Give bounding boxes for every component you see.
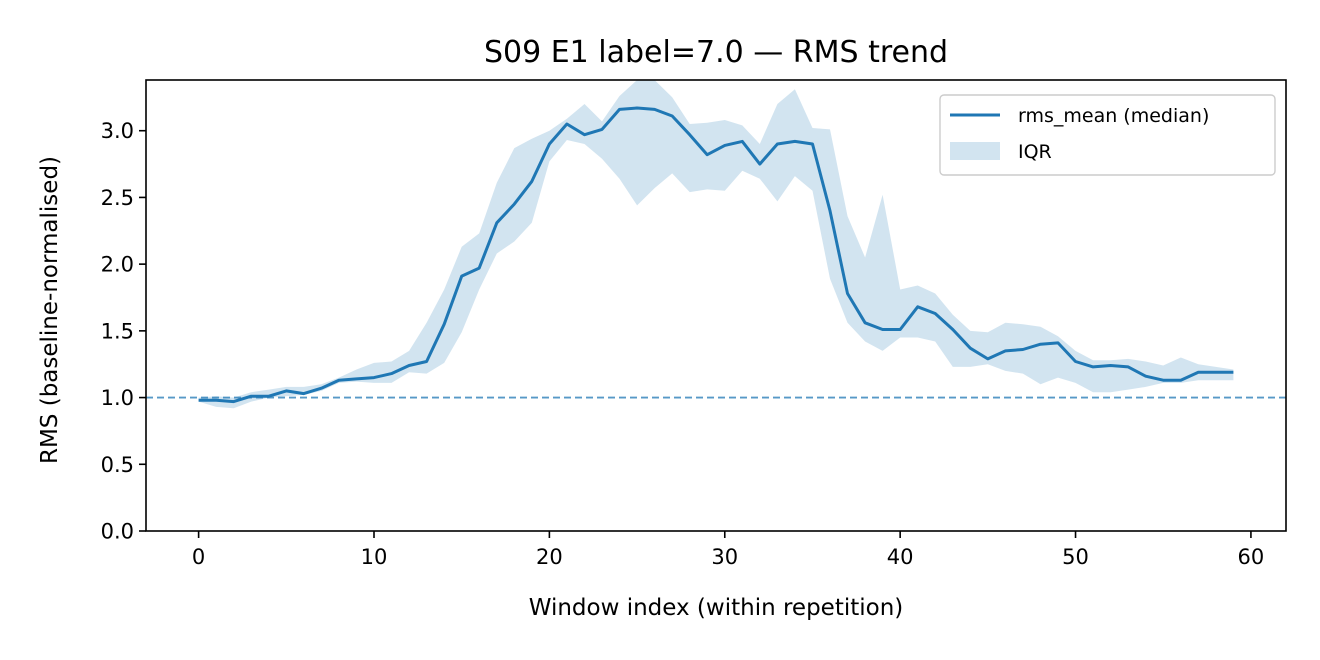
- legend-box: [939, 94, 1276, 176]
- iqr-band-layer: [198, 80, 1234, 409]
- legend-label-iqr: IQR: [1018, 141, 1052, 163]
- x-axis-ticks: 0 10 20 30 40 50 60: [192, 531, 1264, 569]
- series-line-rms-mean: [198, 106, 1234, 404]
- y-tick-label: 3.0: [101, 119, 134, 143]
- y-tick-label: 2.0: [101, 253, 134, 277]
- y-tick-label: 2.5: [101, 186, 134, 210]
- y-tick-label: 1.0: [101, 386, 134, 410]
- y-axis-ticks: 0.0 0.5 1.0 1.5 2.0 2.5 3.0: [101, 119, 146, 544]
- y-tick-label: 0.5: [101, 453, 134, 477]
- x-tick-label: 20: [536, 545, 563, 569]
- x-tick-label: 0: [192, 545, 205, 569]
- chart-title: S09 E1 label=7.0 — RMS trend: [484, 35, 948, 70]
- x-tick-label: 60: [1238, 545, 1265, 569]
- legend-label-median: rms_mean (median): [1018, 105, 1209, 127]
- series-line-layer: [198, 106, 1234, 404]
- iqr-band: [198, 80, 1234, 409]
- y-axis-label: RMS (baseline-normalised): [37, 156, 63, 464]
- x-tick-label: 50: [1062, 545, 1089, 569]
- y-tick-label: 1.5: [101, 319, 134, 343]
- x-tick-label: 30: [711, 545, 738, 569]
- x-axis-label: Window index (within repetition): [529, 595, 904, 621]
- x-tick-label: 10: [361, 545, 388, 569]
- plot-frame: [145, 79, 1287, 532]
- y-tick-label: 0.0: [101, 520, 134, 544]
- legend: rms_mean (median) IQR: [939, 94, 1276, 176]
- x-tick-label: 40: [887, 545, 914, 569]
- legend-band-swatch: [950, 142, 1000, 160]
